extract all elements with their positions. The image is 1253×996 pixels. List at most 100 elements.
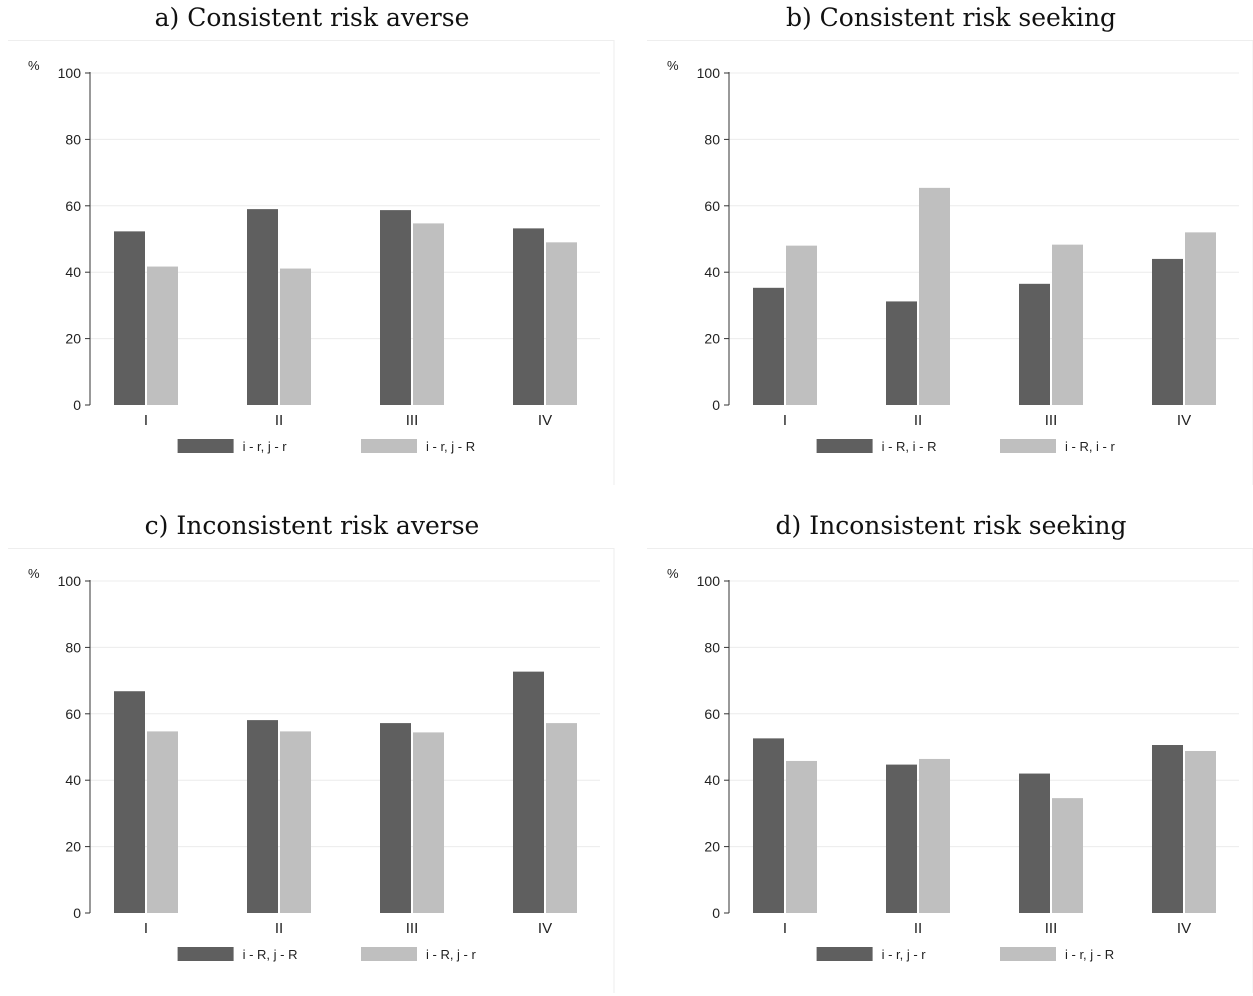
y-tick-label: 20 [704, 839, 720, 855]
bar [380, 210, 411, 405]
y-tick-label: 20 [65, 839, 81, 855]
y-tick-label: 80 [704, 639, 720, 655]
bar [247, 720, 278, 913]
bar [413, 223, 444, 405]
bar [147, 731, 178, 913]
y-tick-label: 0 [73, 397, 81, 413]
panel-title: d) Inconsistent risk seeking [775, 511, 1127, 540]
legend-label: i - R, i - r [1065, 439, 1115, 454]
y-tick-label: 100 [697, 65, 721, 81]
legend-label: i - r, j - r [243, 439, 288, 454]
bar [147, 266, 178, 405]
legend: i - r, j - r i - r, j - R [816, 947, 1114, 962]
bar [380, 723, 411, 913]
x-tick-label: III [406, 920, 419, 937]
panel-c: c) Inconsistent risk averse 0 20 40 60 80 100… [8, 508, 616, 996]
y-tick-label: 60 [65, 706, 81, 722]
legend-label: i - r, j - R [1065, 947, 1114, 962]
bar [1185, 232, 1216, 405]
y-tick-label: 0 [73, 905, 81, 921]
bar [247, 209, 278, 405]
y-tick-label: 100 [697, 573, 721, 589]
panel-b: b) Consistent risk seeking 0 20 40 60 80 100%… [647, 0, 1253, 488]
x-tick-label: IV [538, 412, 552, 429]
x-tick-label: I [783, 920, 787, 937]
bar [919, 187, 950, 405]
bar [886, 764, 917, 913]
y-axis-label: % [28, 58, 40, 73]
x-tick-label: I [144, 412, 148, 429]
x-tick-label: IV [538, 920, 552, 937]
bar [1052, 244, 1083, 405]
bar [546, 242, 577, 405]
x-tick-label: III [1045, 412, 1058, 429]
x-tick-label: II [914, 920, 922, 937]
y-tick-label: 100 [58, 573, 82, 589]
y-tick-label: 60 [704, 706, 720, 722]
bar [546, 723, 577, 913]
bar [1152, 258, 1183, 405]
y-tick-label: 40 [704, 772, 720, 788]
bar [1019, 283, 1050, 405]
x-tick-label: II [914, 412, 922, 429]
legend: i - R, j - R i - R, j - r [177, 947, 476, 962]
bar [513, 228, 544, 405]
bar [786, 245, 817, 405]
y-tick-label: 100 [58, 65, 82, 81]
x-tick-label: III [406, 412, 419, 429]
y-tick-label: 80 [65, 131, 81, 147]
y-tick-label: 60 [65, 198, 81, 214]
bar [753, 738, 784, 913]
x-tick-label: IV [1177, 412, 1191, 429]
panel-d: d) Inconsistent risk seeking 0 20 40 60 80 10… [647, 508, 1253, 996]
bar [886, 301, 917, 405]
legend-label: i - R, j - r [426, 947, 476, 962]
x-tick-label: I [144, 920, 148, 937]
legend: i - R, i - R i - R, i - r [816, 439, 1115, 454]
panel-title: c) Inconsistent risk averse [144, 511, 480, 540]
y-tick-label: 60 [704, 198, 720, 214]
legend-label: i - R, j - R [243, 947, 298, 962]
panel-a: a) Consistent risk averse 0 20 40 60 80 100% I… [8, 0, 616, 488]
bar [114, 231, 145, 405]
y-tick-label: 40 [65, 264, 81, 280]
bar [753, 287, 784, 405]
legend-label: i - r, j - r [882, 947, 927, 962]
legend-swatch [361, 947, 417, 961]
legend-label: i - R, i - R [882, 439, 937, 454]
legend-swatch [361, 439, 417, 453]
bar [919, 758, 950, 913]
legend-swatch [816, 439, 873, 453]
legend-swatch [1000, 439, 1056, 453]
x-tick-label: II [275, 920, 283, 937]
panel-title: a) Consistent risk averse [154, 3, 470, 32]
y-tick-label: 40 [65, 772, 81, 788]
legend-swatch [177, 947, 234, 961]
legend-swatch [177, 439, 234, 453]
y-tick-label: 0 [712, 397, 720, 413]
panel-title: b) Consistent risk seeking [785, 3, 1117, 32]
x-tick-label: IV [1177, 920, 1191, 937]
y-axis-label: % [667, 566, 679, 581]
x-tick-label: II [275, 412, 283, 429]
bar [280, 731, 311, 913]
y-tick-label: 80 [65, 639, 81, 655]
bar [1152, 745, 1183, 913]
legend-swatch [1000, 947, 1056, 961]
bar [1185, 750, 1216, 913]
bar [513, 671, 544, 913]
y-tick-label: 0 [712, 905, 720, 921]
bar [1019, 773, 1050, 913]
legend: i - r, j - r i - r, j - R [177, 439, 475, 454]
x-tick-label: III [1045, 920, 1058, 937]
y-axis-label: % [28, 566, 40, 581]
x-tick-label: I [783, 412, 787, 429]
bar [1052, 798, 1083, 913]
y-tick-label: 40 [704, 264, 720, 280]
bar [114, 691, 145, 913]
legend-swatch [816, 947, 873, 961]
bar [413, 732, 444, 913]
